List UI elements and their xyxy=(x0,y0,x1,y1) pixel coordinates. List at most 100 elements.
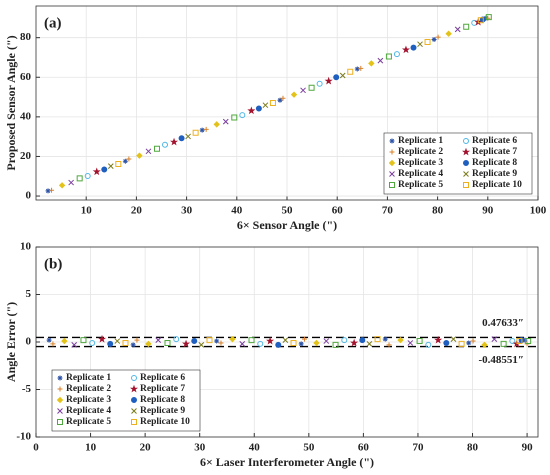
y-tick-label: 20 xyxy=(20,150,32,162)
panel-label: (a) xyxy=(44,15,62,31)
data-point xyxy=(248,337,255,344)
data-point xyxy=(155,337,162,343)
legend-box xyxy=(51,369,201,432)
y-tick-label: 80 xyxy=(20,31,32,43)
legend-marker xyxy=(131,408,137,414)
data-point xyxy=(386,342,392,348)
x-axis-title: 6× Laser Interferometer Angle (") xyxy=(200,455,374,469)
data-point xyxy=(481,341,488,349)
data-point xyxy=(199,127,205,133)
data-point xyxy=(397,336,404,344)
data-point xyxy=(218,340,224,346)
data-point xyxy=(92,167,101,176)
legend-label: Replicate 1 xyxy=(66,373,111,383)
data-point xyxy=(417,41,423,48)
reference-label: -0.48551″ xyxy=(479,354,525,366)
data-point xyxy=(107,340,114,347)
y-tick-label: -5 xyxy=(22,383,32,395)
data-point xyxy=(170,137,179,146)
x-tick-label: 70 xyxy=(382,205,394,217)
data-point xyxy=(214,338,220,344)
legend-marker xyxy=(389,149,395,155)
data-point xyxy=(410,44,417,51)
data-point xyxy=(145,148,152,155)
data-point xyxy=(68,179,74,186)
data-point xyxy=(500,340,507,347)
data-point xyxy=(126,156,132,162)
data-point xyxy=(239,112,246,119)
data-point xyxy=(425,341,432,348)
data-point xyxy=(101,166,108,173)
data-point xyxy=(332,341,339,348)
legend-label: Replicate 4 xyxy=(66,406,111,416)
x-tick-label: 30 xyxy=(194,442,206,454)
data-point xyxy=(185,133,191,140)
x-tick-label: 40 xyxy=(231,205,243,217)
data-point xyxy=(213,121,220,128)
data-point xyxy=(522,337,528,343)
data-point xyxy=(192,129,199,136)
legend-label: Replicate 5 xyxy=(398,180,443,190)
legend-marker xyxy=(389,138,395,144)
legend-label: Replicate 6 xyxy=(472,136,517,146)
data-point xyxy=(382,336,388,342)
data-point xyxy=(71,341,78,348)
y-tick-label: 10 xyxy=(20,241,32,253)
data-point xyxy=(277,97,283,103)
x-tick-label: 20 xyxy=(140,442,152,454)
legend-marker xyxy=(57,386,63,392)
x-tick-label: 30 xyxy=(181,205,193,217)
legend-marker xyxy=(463,182,469,188)
legend-label: Replicate 1 xyxy=(398,136,443,146)
legend-marker xyxy=(389,182,395,188)
x-tick-label: 90 xyxy=(522,442,534,454)
data-point xyxy=(366,341,373,347)
data-point xyxy=(350,338,359,347)
legend-marker xyxy=(57,419,63,425)
plot-frame xyxy=(35,246,539,438)
x-tick-label: 90 xyxy=(482,205,494,217)
data-point xyxy=(485,14,492,21)
data-point xyxy=(516,338,523,345)
data-point xyxy=(333,74,340,81)
data-point xyxy=(222,118,229,125)
y-tick-label: 60 xyxy=(20,71,32,83)
legend-marker xyxy=(131,419,137,425)
data-point xyxy=(134,337,140,343)
x-axis-title: 6× Sensor Angle (") xyxy=(237,218,337,232)
data-point xyxy=(114,338,121,344)
x-tick-label: 70 xyxy=(412,442,424,454)
data-point xyxy=(162,141,169,148)
data-point xyxy=(164,339,171,346)
data-point xyxy=(239,341,246,347)
data-point xyxy=(377,57,384,64)
data-point xyxy=(470,338,476,344)
legend-marker xyxy=(461,147,471,156)
x-tick-label: 10 xyxy=(81,205,93,217)
data-point xyxy=(50,341,56,347)
legend-marker xyxy=(130,375,138,381)
legend-marker xyxy=(462,138,470,144)
legend-box xyxy=(383,132,533,195)
data-point xyxy=(290,91,298,98)
legend-marker xyxy=(388,159,396,167)
data-point xyxy=(445,30,452,37)
x-tick-label: 80 xyxy=(432,205,444,217)
data-point xyxy=(393,51,400,58)
x-tick-label: 60 xyxy=(358,442,370,454)
legend-label: Replicate 2 xyxy=(66,384,111,394)
legend-marker xyxy=(463,171,469,177)
data-point xyxy=(275,341,282,348)
data-point xyxy=(301,336,307,342)
data-point xyxy=(89,339,96,346)
data-point xyxy=(247,106,256,115)
data-point xyxy=(323,338,330,344)
data-point xyxy=(49,187,55,193)
data-point xyxy=(229,335,236,343)
x-tick-label: 20 xyxy=(131,205,143,217)
legend-marker xyxy=(130,397,138,403)
data-point xyxy=(76,175,83,182)
legend-label: Replicate 10 xyxy=(472,180,522,190)
legend-label: Replicate 10 xyxy=(140,417,190,427)
